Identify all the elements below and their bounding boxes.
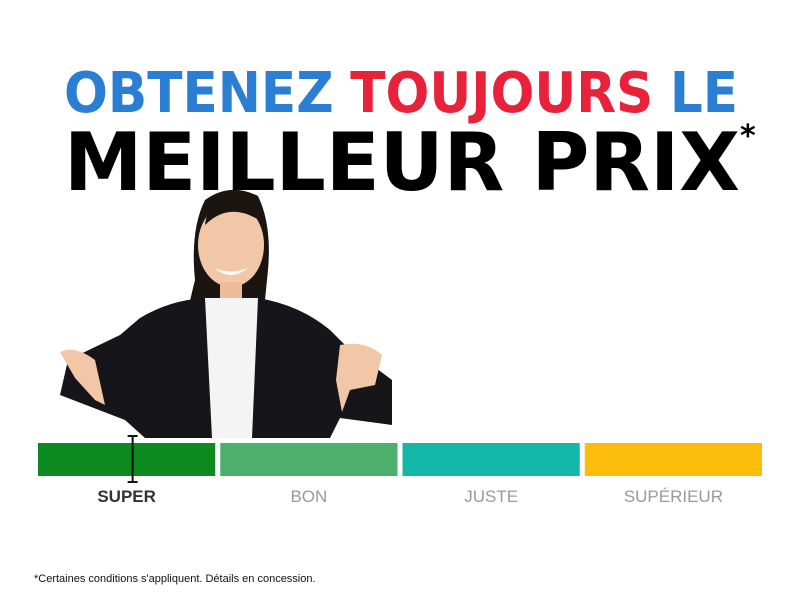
scale-marker bbox=[127, 435, 138, 483]
scale-label: SUPÉRIEUR bbox=[624, 487, 723, 506]
person-illustration bbox=[60, 189, 392, 438]
scale-label: SUPER bbox=[97, 487, 156, 506]
price-scale: SUPER BON JUSTE SUPÉRIEUR bbox=[38, 435, 762, 506]
headline-word: TOUJOURS bbox=[350, 61, 653, 126]
footnote: *Certaines conditions s'appliquent. Déta… bbox=[34, 573, 316, 585]
scale-segment bbox=[402, 443, 580, 476]
asterisk: * bbox=[740, 119, 756, 154]
headline-line1: OBTENEZTOUJOURS LE bbox=[64, 61, 738, 126]
scale-label: JUSTE bbox=[464, 487, 518, 506]
scale-label: BON bbox=[290, 487, 327, 506]
scale-segment bbox=[38, 443, 216, 476]
headline-word: OBTENEZ bbox=[64, 61, 334, 126]
headline-line2: MEILLEUR PRIX bbox=[64, 116, 740, 209]
scale-segment bbox=[584, 443, 762, 476]
scale-segment bbox=[220, 443, 398, 476]
headline-word: LE bbox=[670, 61, 738, 126]
